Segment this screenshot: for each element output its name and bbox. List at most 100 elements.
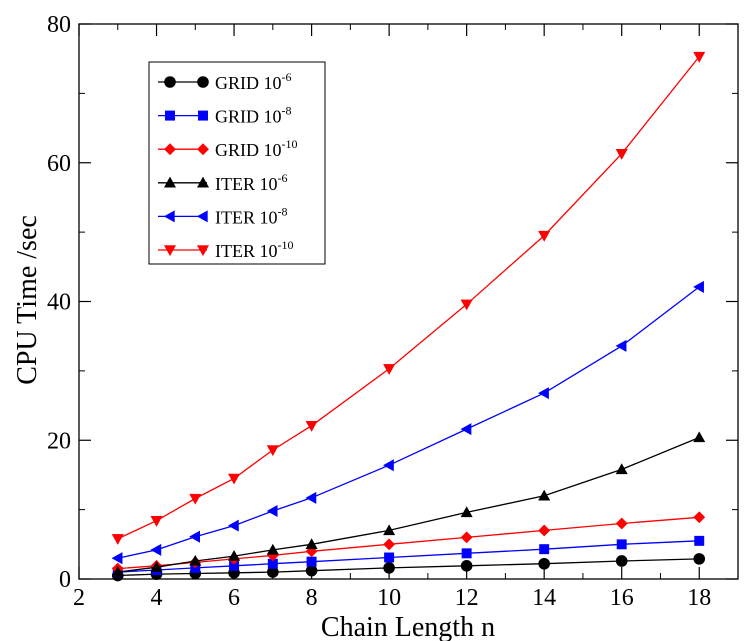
legend-marker <box>196 210 208 223</box>
legend-item: ITER 10-10 <box>158 238 294 261</box>
data-point <box>615 517 628 530</box>
data-point <box>266 543 279 555</box>
series-5 <box>111 51 706 545</box>
legend-marker <box>165 110 175 121</box>
legend-marker <box>164 143 176 156</box>
legend-label: GRID 10-8 <box>215 104 292 127</box>
y-tick-label: 20 <box>47 428 71 454</box>
legend-item: GRID 10-10 <box>158 137 298 160</box>
data-point <box>460 299 473 311</box>
legend-label-text: ITER 10 <box>215 174 278 194</box>
series-2 <box>111 511 706 575</box>
data-point <box>538 557 550 570</box>
data-point <box>150 561 163 572</box>
series-line <box>117 436 700 573</box>
data-point <box>305 491 317 504</box>
data-point <box>384 552 395 563</box>
legend-label-text: ITER 10 <box>215 241 278 261</box>
data-point <box>460 506 473 518</box>
data-point <box>615 339 627 352</box>
y-axis-title: CPU Time /sec <box>12 215 43 385</box>
y-tick-label: 0 <box>59 567 71 593</box>
data-point <box>538 489 551 501</box>
x-tick-label: 14 <box>532 585 556 611</box>
x-axis-title: Chain Length n <box>321 612 495 641</box>
data-point <box>189 530 200 543</box>
data-point <box>383 538 396 551</box>
x-tick-label: 4 <box>151 585 163 611</box>
y-tick-label: 60 <box>47 151 71 177</box>
data-point <box>111 534 124 545</box>
data-point <box>615 463 628 475</box>
data-point <box>615 149 628 160</box>
axis-ticks <box>78 23 738 580</box>
x-tick-label: 12 <box>455 585 479 611</box>
data-point <box>383 562 395 574</box>
series-line <box>117 286 700 559</box>
data-point <box>189 554 202 566</box>
data-point <box>306 556 317 567</box>
data-point <box>460 560 473 572</box>
legend-marker <box>198 110 208 121</box>
data-point <box>693 51 706 63</box>
data-point <box>111 565 124 577</box>
legend-label: ITER 10-6 <box>215 171 288 194</box>
legend-label: ITER 10-10 <box>215 238 294 261</box>
x-tick-label: 2 <box>73 585 85 611</box>
data-point <box>693 280 704 293</box>
data-point <box>227 519 239 532</box>
legend-label-text: GRID 10 <box>215 140 282 160</box>
legend-label-exponent: -6 <box>278 171 288 185</box>
data-point <box>539 544 550 555</box>
data-point <box>189 493 202 505</box>
legend-label: GRID 10-10 <box>215 137 298 160</box>
data-point <box>305 538 318 550</box>
legend-label-exponent: -8 <box>278 204 288 218</box>
legend-marker <box>164 76 176 88</box>
x-tick-label: 16 <box>610 585 634 611</box>
legend-item: ITER 10-8 <box>158 204 288 227</box>
data-point <box>383 364 396 375</box>
legend-label-exponent: -10 <box>278 238 294 252</box>
legend-box <box>148 61 326 265</box>
data-point <box>150 516 163 527</box>
x-tick-label: 6 <box>228 585 240 611</box>
data-point <box>382 459 394 472</box>
data-point <box>538 524 551 537</box>
legend-label-exponent: -6 <box>282 70 292 84</box>
data-point <box>228 473 241 485</box>
legend-item: ITER 10-6 <box>158 171 288 194</box>
data-point <box>615 555 628 567</box>
axis-tick-labels: 2 4 6 8 10 12 14 16 18 0 20 40 60 80 <box>47 12 711 611</box>
legend-label-exponent: -8 <box>282 104 292 118</box>
data-point <box>266 505 278 518</box>
data-point <box>693 553 706 565</box>
data-point <box>694 535 705 546</box>
data-point <box>111 552 123 565</box>
data-point <box>461 548 472 559</box>
legend-label: ITER 10-8 <box>215 204 288 227</box>
series-3 <box>111 431 706 577</box>
legend-item: GRID 10-6 <box>158 70 292 93</box>
legend-marker <box>197 143 209 156</box>
data-point <box>305 420 318 432</box>
y-tick-label: 80 <box>47 12 71 38</box>
data-point <box>228 549 241 561</box>
y-tick-label: 40 <box>47 290 71 316</box>
legend-label-exponent: -10 <box>282 137 298 151</box>
data-point <box>693 431 706 443</box>
data-point <box>616 539 627 550</box>
legend-label-text: GRID 10 <box>215 107 282 127</box>
series-layer <box>111 51 706 582</box>
data-point <box>460 531 473 544</box>
x-tick-label: 18 <box>687 585 711 611</box>
data-point <box>305 564 318 577</box>
legend-marker <box>163 210 175 223</box>
series-4 <box>111 280 704 565</box>
legend-marker <box>196 176 210 188</box>
series-0 <box>111 553 706 582</box>
data-point <box>150 543 162 556</box>
legend-marker <box>196 245 210 257</box>
